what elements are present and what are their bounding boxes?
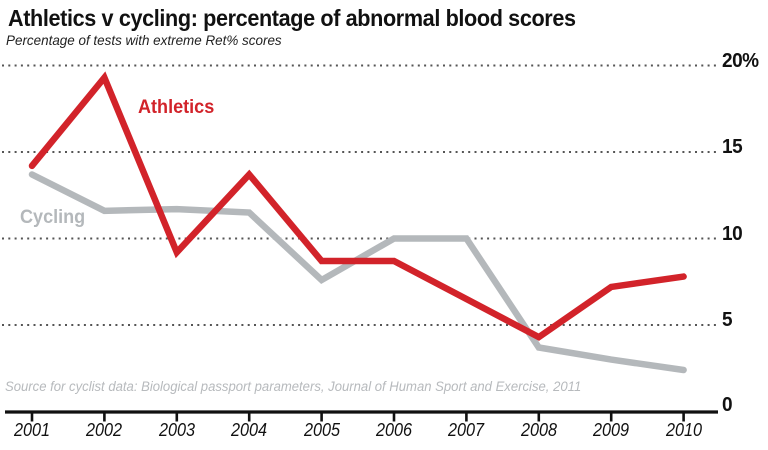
chart-title: Athletics v cycling: percentage of abnor… bbox=[8, 5, 576, 31]
x-tick-label-2010: 2010 bbox=[665, 420, 702, 440]
source-note: Source for cyclist data: Biological pass… bbox=[5, 379, 582, 394]
series-line-cycling bbox=[28, 171, 687, 374]
y-tick-label-20%: 20% bbox=[722, 49, 759, 72]
y-tick-label-15: 15 bbox=[722, 136, 743, 158]
x-tick-label-2009: 2009 bbox=[593, 420, 630, 440]
x-tick-label-2006: 2006 bbox=[375, 420, 413, 440]
y-tick-label-5: 5 bbox=[722, 309, 733, 331]
x-tick-label-2004: 2004 bbox=[231, 420, 268, 440]
x-tick-label-2008: 2008 bbox=[520, 420, 557, 440]
chart-subtitle: Percentage of tests with extreme Ret% sc… bbox=[6, 32, 282, 48]
x-tick-label-2002: 2002 bbox=[86, 420, 123, 440]
y-tick-label-10: 10 bbox=[722, 222, 743, 245]
series-line-athletics bbox=[28, 71, 687, 341]
x-tick-label-2001: 2001 bbox=[13, 420, 51, 440]
x-tick-label-2007: 2007 bbox=[448, 420, 485, 440]
y-tick-label-0: 0 bbox=[722, 393, 733, 416]
x-tick-label-2003: 2003 bbox=[158, 420, 195, 440]
x-tick-label-2005: 2005 bbox=[303, 420, 340, 440]
series-label-cycling: Cycling bbox=[20, 207, 86, 228]
series-label-athletics: Athletics bbox=[138, 97, 215, 118]
